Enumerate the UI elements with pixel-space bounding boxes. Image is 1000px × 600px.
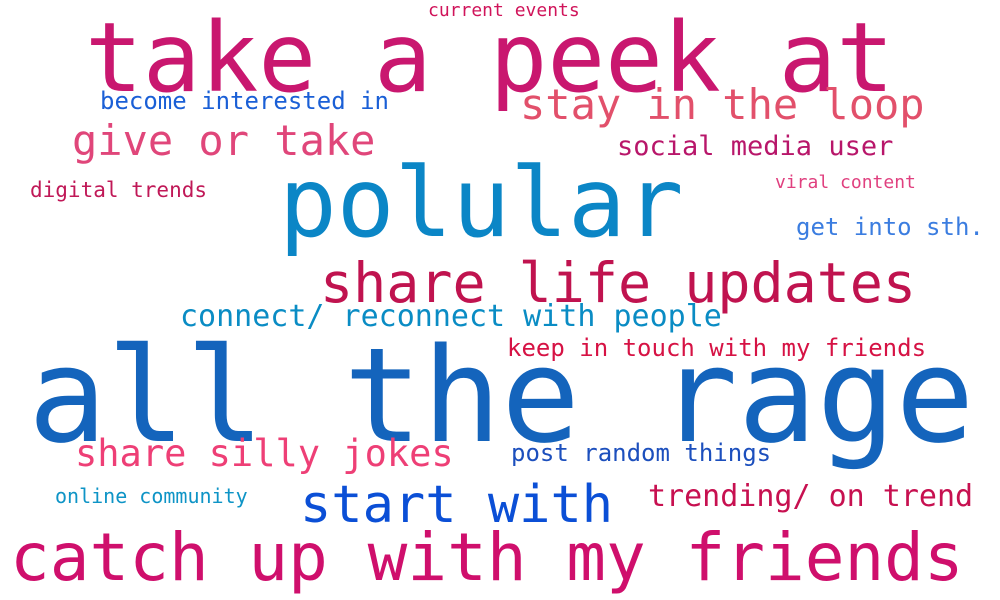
- word-digital-trends: digital trends: [30, 178, 208, 202]
- word-catch-up-with-my-friends: catch up with my friends: [10, 519, 964, 596]
- word-become-interested-in: become interested in: [100, 87, 389, 115]
- word-stay-in-the-loop: stay in the loop: [520, 80, 925, 129]
- word-take-a-peek-at: take a peek at: [85, 2, 895, 114]
- word-share-silly-jokes: share silly jokes: [75, 432, 454, 475]
- word-social-media-user: social media user: [617, 131, 894, 162]
- word-current-events: current events: [428, 0, 580, 21]
- word-trending-on-trend: trending/ on trend: [648, 479, 974, 514]
- word-connect-reconnect: connect/ reconnect with people: [180, 299, 722, 334]
- word-post-random-things: post random things: [511, 439, 772, 467]
- word-polular: polular: [279, 147, 684, 259]
- word-online-community: online community: [55, 484, 248, 508]
- word-share-life-updates: share life updates: [320, 251, 917, 315]
- word-viral-content: viral content: [775, 172, 916, 193]
- word-give-or-take: give or take: [72, 116, 376, 165]
- word-start-with: start with: [300, 475, 614, 535]
- word-all-the-rage: all the rage: [28, 319, 975, 472]
- word-get-into-sth: get into sth.: [796, 213, 984, 241]
- word-keep-in-touch: keep in touch with my friends: [507, 334, 927, 362]
